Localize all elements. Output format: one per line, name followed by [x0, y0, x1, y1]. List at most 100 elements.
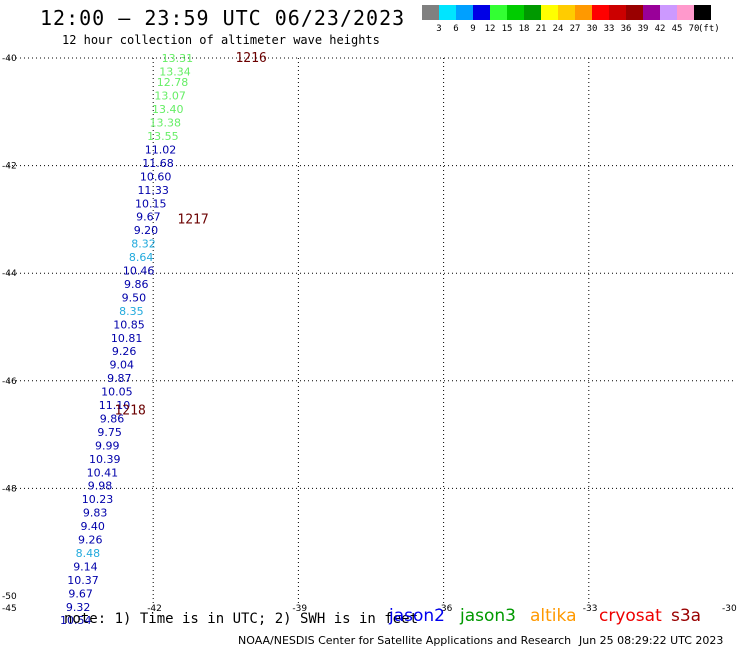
scale-label: 9 [470, 24, 476, 34]
wave-height-value: 10.41 [87, 466, 119, 479]
scale-swatch [660, 5, 677, 20]
wave-height-value: 9.04 [109, 359, 134, 372]
wave-height-value: 10.85 [113, 318, 145, 331]
lat-tick-label: -40 [2, 54, 17, 64]
generated-timestamp: Jun 25 08:29:22 UTC 2023 [579, 634, 724, 647]
wave-height-value: 9.86 [124, 278, 149, 291]
scale-swatch [626, 5, 643, 20]
wave-height-value: 11.02 [145, 143, 177, 156]
lat-tick-label: -50 [2, 592, 17, 602]
wave-height-value: 10.81 [111, 332, 143, 345]
wave-height-value: 10.39 [89, 453, 121, 466]
scale-swatch [490, 5, 507, 20]
lon-tick-label: -36 [438, 604, 453, 614]
wave-height-value: 9.20 [134, 224, 159, 237]
scale-label: 27 [569, 24, 581, 34]
scale-label: 33 [603, 24, 615, 34]
wave-height-value: 9.67 [136, 211, 161, 224]
wave-height-value: 11.10 [99, 399, 131, 412]
scale-swatch [422, 5, 439, 20]
wave-height-value: 10.60 [140, 170, 172, 183]
wave-height-value: 13.34 [159, 65, 191, 78]
wave-height-value: 8.35 [119, 305, 144, 318]
scale-label: 3 [436, 24, 442, 34]
wave-height-value: 8.48 [76, 547, 101, 560]
wave-height-value: 9.99 [95, 439, 120, 452]
wave-height-value: 9.14 [73, 560, 98, 573]
scale-label: 36 [620, 24, 632, 34]
wave-height-value: 13.38 [150, 117, 182, 130]
scale-label: 70 [688, 24, 700, 34]
scale-label: 39 [637, 24, 649, 34]
credit-text: NOAA/NESDIS Center for Satellite Applica… [238, 634, 572, 647]
scale-label: 42 [654, 24, 666, 34]
lon-tick-label: -39 [292, 604, 307, 614]
scale-label: 6 [453, 24, 459, 34]
scale-swatch [694, 5, 711, 20]
lon-tick-label: -30 [722, 604, 737, 614]
wave-height-value: 9.50 [122, 291, 147, 304]
wave-height-value: 10.23 [82, 493, 114, 506]
pass-time-label: 1218 [114, 403, 145, 418]
wave-height-value: 13.31 [162, 52, 194, 65]
wave-height-value: 8.64 [129, 251, 154, 264]
scale-label: 45 [671, 24, 683, 34]
scale-swatch [609, 5, 626, 20]
wave-height-value: 13.40 [152, 103, 184, 116]
wave-height-value: 11.68 [142, 157, 174, 170]
wave-height-value: 10.37 [67, 574, 99, 587]
scale-swatch [524, 5, 541, 20]
wave-height-value: 10.46 [123, 265, 155, 278]
wave-height-value: 9.98 [88, 480, 113, 493]
wave-height-value: 9.83 [83, 507, 108, 520]
wave-height-value: 8.32 [131, 238, 156, 251]
satellite-name: cryosat [599, 606, 662, 626]
wave-height-value: 10.05 [101, 386, 133, 399]
wave-height-value: 11.33 [137, 184, 169, 197]
scale-swatch [558, 5, 575, 20]
wave-height-value: 9.26 [78, 534, 103, 547]
scale-swatch [575, 5, 592, 20]
scale-label: 18 [518, 24, 530, 34]
scale-label: 30 [586, 24, 598, 34]
pass-time-label: 1216 [235, 51, 266, 66]
scale-label: 24 [552, 24, 564, 34]
scale-label: 15 [501, 24, 513, 34]
scale-swatch [592, 5, 609, 20]
wave-height-value: 10.54 [60, 614, 92, 627]
scale-label: 21 [535, 24, 547, 34]
wave-height-value: 9.75 [97, 426, 122, 439]
scale-swatch [541, 5, 558, 20]
page-subtitle: 12 hour collection of altimeter wave hei… [62, 33, 380, 47]
wave-height-value: 10.15 [135, 197, 167, 210]
scale-swatch [473, 5, 490, 20]
scale-label: 12 [484, 24, 496, 34]
lon-tick-label: -45 [2, 604, 17, 614]
satellite-name: jason2 [389, 606, 445, 626]
lon-tick-label: -42 [147, 604, 162, 614]
lat-tick-label: -46 [2, 377, 17, 387]
scale-swatch [677, 5, 694, 20]
lon-tick-label: -33 [583, 604, 598, 614]
scale-swatch [456, 5, 473, 20]
lat-tick-label: -48 [2, 484, 17, 494]
wave-height-value: 12.78 [157, 76, 189, 89]
lat-tick-label: -44 [2, 269, 17, 279]
satellite-name: jason3 [460, 606, 516, 626]
pass-time-label: 1217 [177, 212, 208, 227]
wave-height-value: 13.07 [154, 90, 186, 103]
scale-swatch [643, 5, 660, 20]
wave-height-value: 13.55 [147, 130, 179, 143]
scale-swatch [439, 5, 456, 20]
wave-height-value: 9.40 [80, 520, 105, 533]
satellite-name: altika [530, 606, 577, 626]
wave-height-value: 9.26 [112, 345, 137, 358]
lat-tick-label: -42 [2, 162, 17, 172]
wave-height-value: 9.87 [107, 372, 132, 385]
scale-swatch [507, 5, 524, 20]
scale-unit: (ft) [698, 24, 720, 34]
footer-note: note: 1) Time is in UTC; 2) SWH is in fe… [64, 611, 419, 627]
wave-height-value: 9.67 [68, 587, 93, 600]
